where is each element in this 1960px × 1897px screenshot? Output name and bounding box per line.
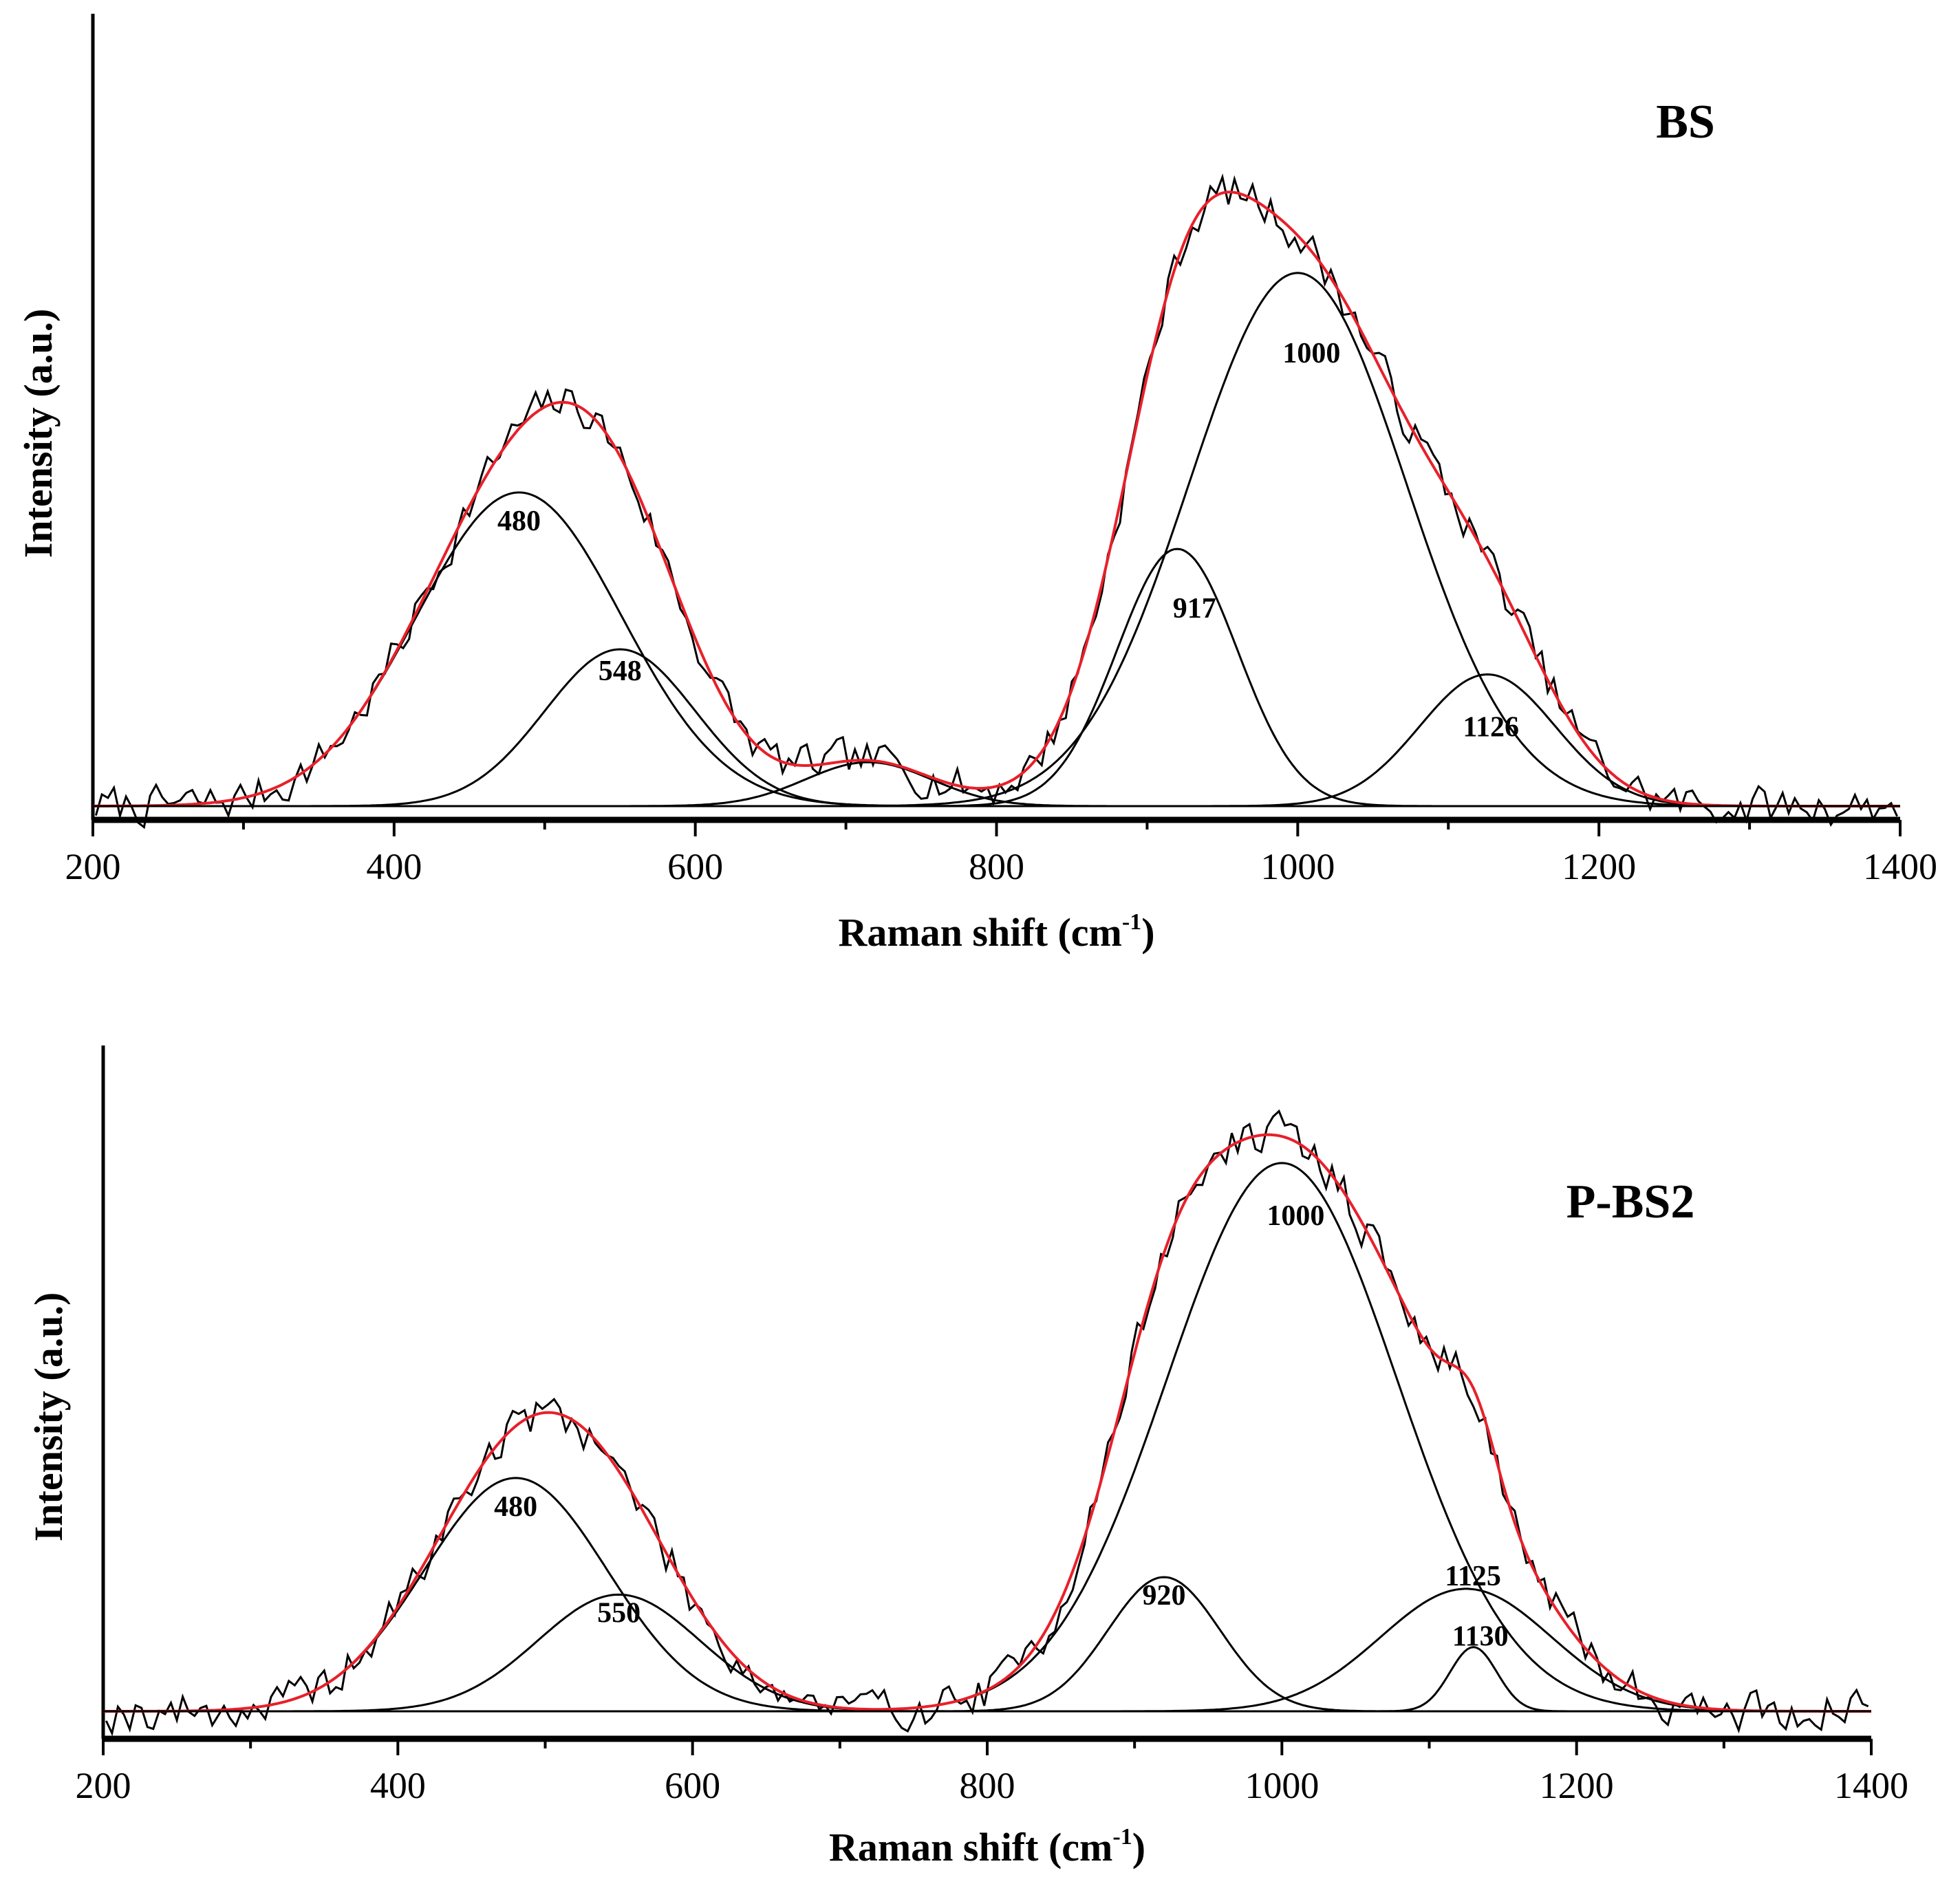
peak-label: 550 bbox=[597, 1597, 640, 1629]
x-tick-label: 800 bbox=[969, 846, 1024, 887]
component-peak bbox=[103, 1162, 1871, 1713]
peak-label: 1126 bbox=[1463, 711, 1519, 743]
component-peak bbox=[93, 548, 1900, 807]
peak-label: 1125 bbox=[1445, 1561, 1501, 1592]
peak-label: 548 bbox=[599, 655, 642, 687]
x-tick-label: 1200 bbox=[1540, 1765, 1614, 1806]
x-tick-label: 1200 bbox=[1562, 846, 1636, 887]
x-tick-label: 1400 bbox=[1834, 1765, 1908, 1806]
sample-title: P-BS2 bbox=[1566, 1175, 1695, 1228]
x-tick-label: 800 bbox=[960, 1765, 1015, 1806]
x-tick-label: 1400 bbox=[1863, 846, 1937, 887]
fitted-curve bbox=[103, 1133, 1871, 1713]
x-tick-label: 600 bbox=[667, 846, 723, 887]
y-axis-label: Intensity (a.u.) bbox=[16, 309, 61, 559]
peak-label: 1000 bbox=[1267, 1200, 1324, 1232]
chart-panel-p-bs2: 200 400 600 800 1000 1200 1400 Raman shift (cm-… bbox=[26, 1045, 1908, 1869]
x-tick-label: 400 bbox=[370, 1765, 426, 1806]
y-axis-label: Intensity (a.u.) bbox=[26, 1292, 71, 1542]
peak-label: 917 bbox=[1173, 593, 1216, 625]
x-tick-label: 200 bbox=[76, 1765, 131, 1806]
x-tick-label: 1000 bbox=[1260, 846, 1335, 887]
component-peak bbox=[93, 272, 1900, 807]
x-tick-label: 400 bbox=[366, 846, 422, 887]
component-peak bbox=[93, 761, 1900, 807]
chart-panel-bs: 200 400 600 800 1000 1200 1400 Raman shift (cm-… bbox=[16, 14, 1937, 955]
sample-title: BS bbox=[1656, 96, 1715, 149]
peak-label: 480 bbox=[494, 1491, 537, 1523]
peak-label: 480 bbox=[497, 506, 541, 537]
component-peak bbox=[93, 648, 1900, 807]
x-tick-label: 600 bbox=[665, 1765, 720, 1806]
peak-label: 920 bbox=[1143, 1580, 1186, 1612]
fitted-curve bbox=[93, 191, 1900, 807]
x-tick-label: 1000 bbox=[1245, 1765, 1319, 1806]
x-axis-label: Raman shift (cm-1) bbox=[829, 1824, 1145, 1869]
x-tick-label: 200 bbox=[65, 846, 121, 887]
raw-spectrum bbox=[94, 173, 1898, 830]
peak-label: 1130 bbox=[1452, 1621, 1509, 1653]
component-peak bbox=[93, 491, 1900, 807]
peak-label: 1000 bbox=[1282, 338, 1340, 369]
x-axis-label: Raman shift (cm-1) bbox=[838, 909, 1154, 955]
